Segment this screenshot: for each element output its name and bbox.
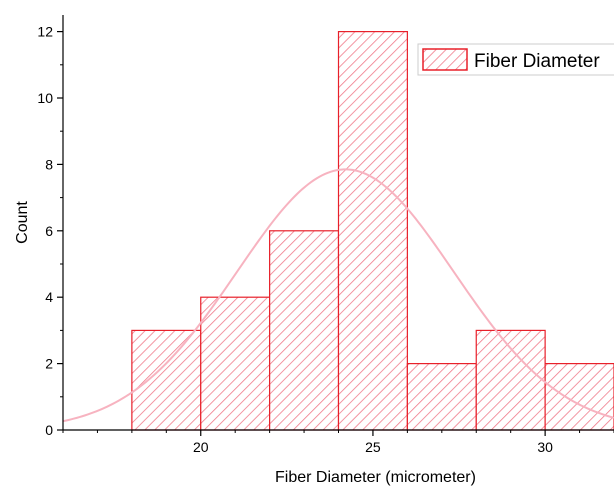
legend-swatch	[422, 48, 468, 71]
x-tick-label: 25	[365, 439, 381, 455]
x-tick-label: 30	[537, 439, 553, 455]
y-tick-label: 8	[45, 156, 53, 172]
x-tick-label: 20	[193, 439, 209, 455]
y-tick-label: 2	[45, 356, 53, 372]
histogram-bar-3	[269, 230, 340, 431]
histogram-bar-6	[475, 329, 546, 431]
bar-group	[131, 31, 614, 431]
histogram-bar-4	[337, 31, 408, 431]
legend-label: Fiber Diameter	[474, 51, 600, 72]
y-axis-title: Count	[14, 201, 31, 244]
x-axis-title: Fiber Diameter (micrometer)	[275, 469, 476, 486]
y-tick-label: 12	[37, 24, 53, 40]
histogram-bar-2	[200, 296, 271, 431]
histogram-bar-5	[406, 363, 477, 431]
y-tick-label: 0	[45, 422, 53, 438]
x-axis-ticks: 20 25 30	[62, 430, 614, 455]
y-tick-label: 10	[37, 90, 53, 106]
histogram-bar-1	[131, 329, 202, 431]
normal-fit-curve	[62, 168, 614, 423]
legend: Fiber Diameter	[417, 43, 614, 76]
y-tick-label: 4	[45, 289, 53, 305]
y-axis-ticks: 0 2 4 6 8 10 12	[37, 24, 63, 438]
histogram-bar-7	[544, 363, 614, 431]
y-tick-label: 6	[45, 223, 53, 239]
